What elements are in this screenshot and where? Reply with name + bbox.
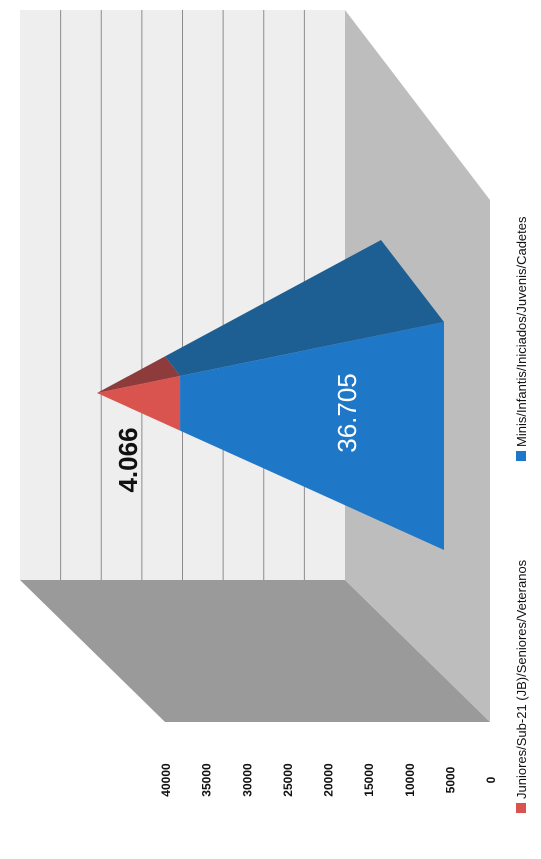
- data-label-juniores: 4.066: [113, 427, 143, 492]
- tick-label: 35000: [200, 763, 214, 797]
- legend-label-juniores: Juniores/Sub-21 (JB)/Seniores/Veteranos: [514, 559, 529, 799]
- tick-label: 0: [484, 776, 498, 783]
- tick-label: 30000: [240, 763, 254, 797]
- tick-label: 20000: [322, 763, 336, 797]
- legend: Juniores/Sub-21 (JB)/Seniores/Veteranos …: [514, 216, 529, 813]
- tick-label: 40000: [159, 763, 173, 797]
- tick-label: 15000: [362, 763, 376, 797]
- legend-swatch-juniores: [516, 803, 526, 813]
- tick-label: 10000: [403, 763, 417, 797]
- legend-swatch-minis: [516, 451, 526, 461]
- legend-label-minis: Minis/Infantis/Iniciados/Juvenis/Cadetes: [514, 216, 529, 447]
- y-axis-ticks: 40000 35000 30000 25000 20000 15000 10000 5000 0: [159, 763, 498, 797]
- tick-label: 5000: [443, 766, 457, 793]
- data-label-minis: 36.705: [332, 373, 362, 453]
- tick-label: 25000: [281, 763, 295, 797]
